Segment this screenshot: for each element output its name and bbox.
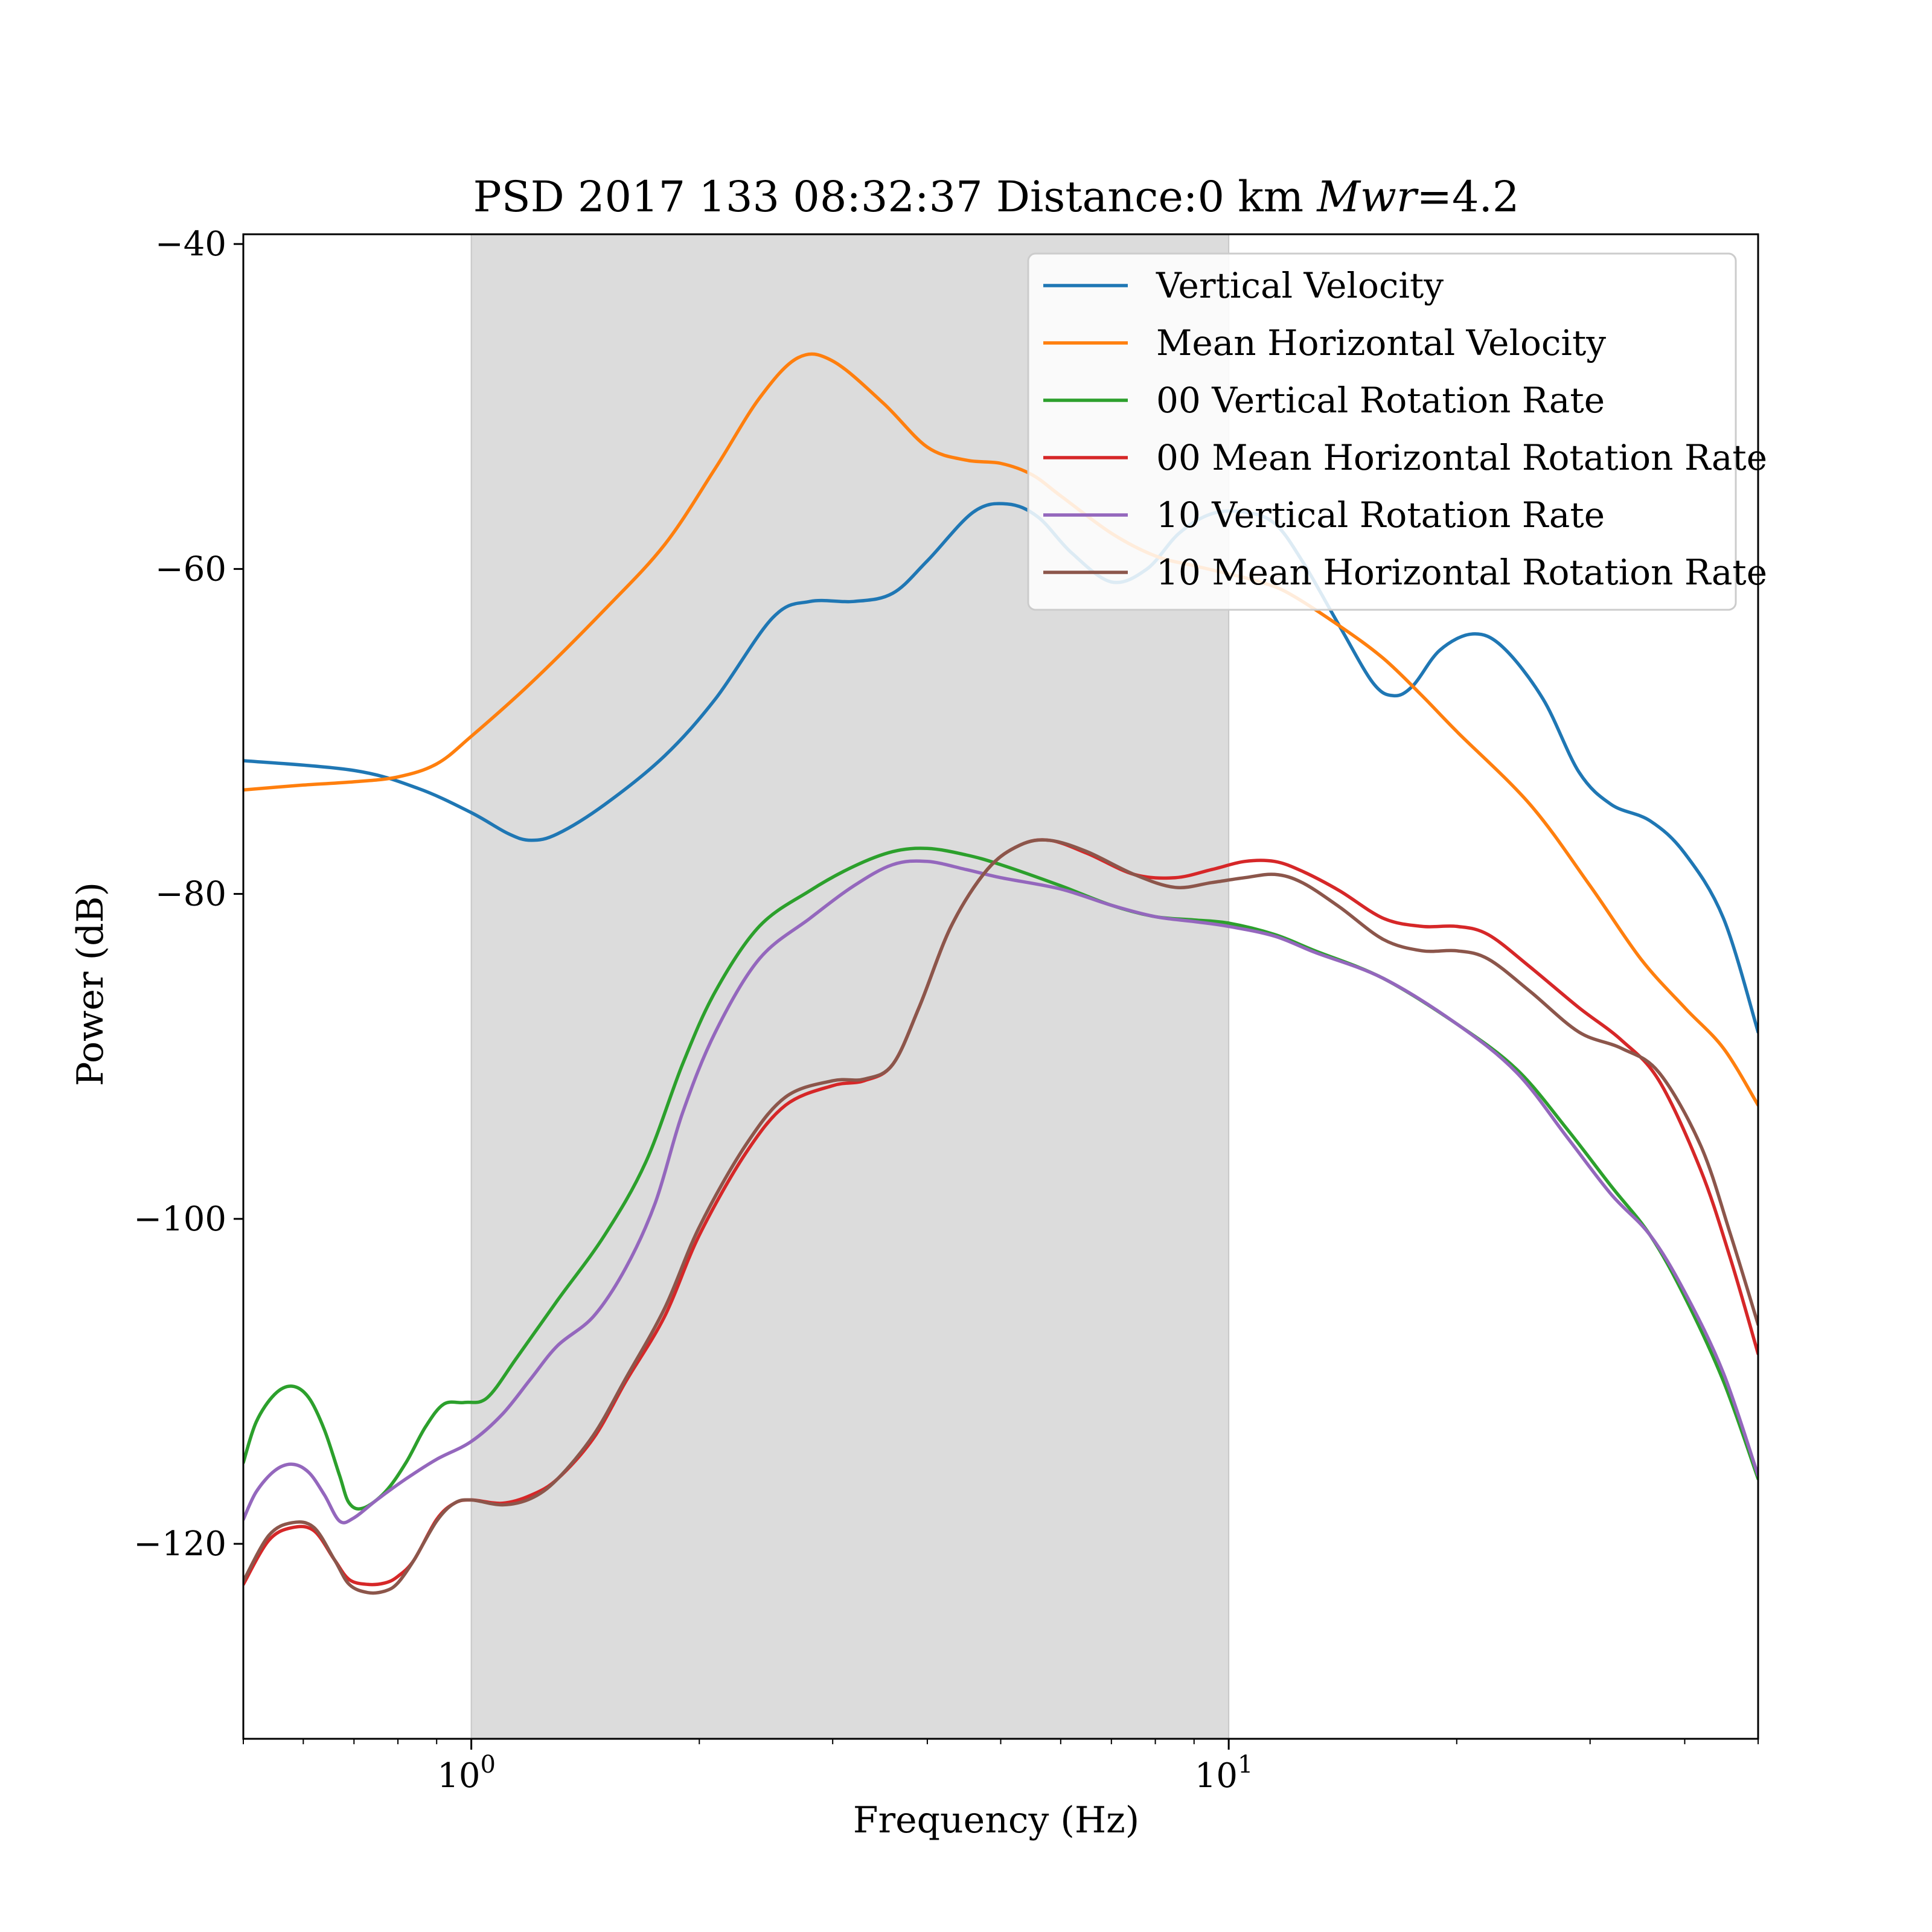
- x-axis-label: Frequency (Hz): [853, 1799, 1139, 1841]
- legend: Vertical Velocity Mean Horizontal Velocit…: [1027, 252, 1767, 611]
- legend-label: 00 Mean Horizontal Rotation Rate: [1156, 437, 1767, 478]
- legend-entry: 10 Vertical Rotation Rate: [1043, 494, 1605, 536]
- legend-label: 10 Vertical Rotation Rate: [1156, 494, 1605, 536]
- title-magnitude-value: =4.2: [1416, 172, 1519, 222]
- y-tick-label: −100: [133, 1200, 226, 1239]
- y-tick-label: −80: [155, 875, 226, 914]
- x-tick-label: 100: [437, 1751, 496, 1796]
- y-axis-label: Power (dB): [69, 882, 112, 1086]
- legend-entry: 00 Vertical Rotation Rate: [1043, 380, 1605, 421]
- chart-title: PSD 2017 133 08:32:37 Distance:0 km Mwr=…: [473, 172, 1520, 222]
- x-tick-label: 101: [1195, 1751, 1253, 1796]
- series-line-10-vertical-rotation-rate: [243, 859, 1758, 1524]
- y-tick-label: −120: [133, 1524, 226, 1564]
- legend-label: 10 Mean Horizontal Rotation Rate: [1156, 552, 1767, 593]
- legend-entry: Mean Horizontal Velocity: [1043, 322, 1606, 363]
- series-line-10-mean-horizontal-rotation-rate: [243, 838, 1758, 1595]
- legend-entry: Vertical Velocity: [1043, 265, 1444, 306]
- ticks-layer: −40 −60 −80 −100 −120 100 101: [133, 225, 1759, 1796]
- y-tick-label: −60: [155, 549, 226, 589]
- legend-label: Vertical Velocity: [1156, 265, 1444, 306]
- y-tick-label: −40: [155, 225, 226, 264]
- title-magnitude-symbol: Mwr: [1316, 172, 1419, 222]
- legend-label: Mean Horizontal Velocity: [1156, 322, 1606, 363]
- legend-label: 00 Vertical Rotation Rate: [1156, 380, 1605, 421]
- legend-box: [1027, 252, 1737, 611]
- legend-entry: 00 Mean Horizontal Rotation Rate: [1043, 437, 1767, 478]
- legend-entry: 10 Mean Horizontal Rotation Rate: [1043, 552, 1767, 593]
- title-text: PSD 2017 133 08:32:37 Distance:0 km: [473, 172, 1317, 222]
